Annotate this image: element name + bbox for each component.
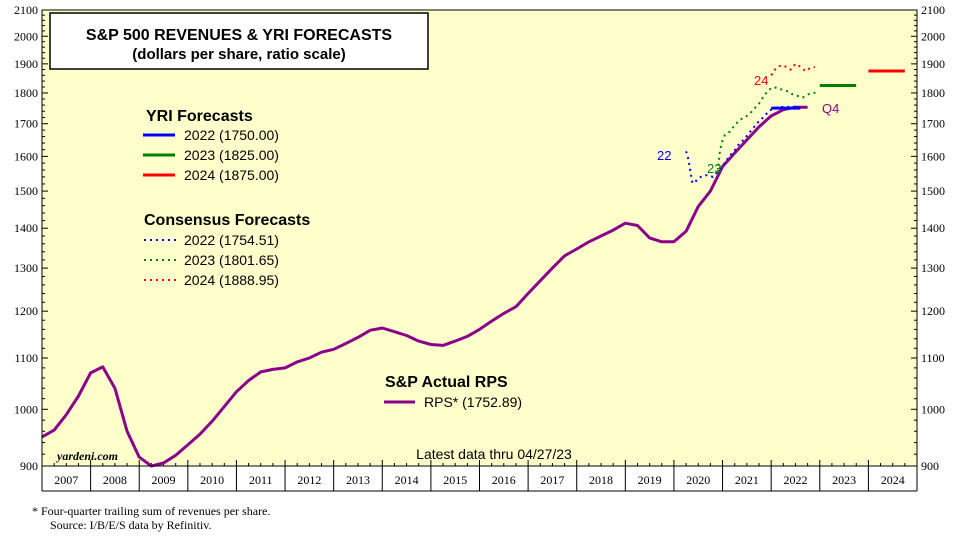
x-tick-label: 2019	[638, 473, 662, 487]
legend-consensus-2024-label: 2024 (1888.95)	[184, 272, 279, 288]
x-tick-label: 2011	[249, 473, 273, 487]
y-tick-label-right: 1100	[921, 351, 945, 365]
x-tick-label: 2013	[346, 473, 370, 487]
y-tick-label-left: 1300	[14, 261, 38, 275]
y-tick-label-right: 1800	[921, 86, 945, 100]
x-tick-label: 2012	[297, 473, 321, 487]
latest-data-note: Latest data thru 04/27/23	[416, 446, 572, 462]
legend-actual: S&P Actual RPS RPS* (1752.89)	[384, 374, 522, 410]
x-tick-label: 2007	[54, 473, 78, 487]
x-tick-label: 2016	[492, 473, 516, 487]
legend-yri-2023-label: 2023 (1825.00)	[184, 147, 279, 163]
y-tick-label-right: 2000	[921, 29, 945, 43]
x-axis: 2007 2008 2009 2010 2011 2012 2013 2014 2015 2016…	[41, 460, 918, 492]
footnote-source: Source: I/B/E/S data by Refinitiv.	[50, 518, 212, 532]
consensus-2024-tag: 24	[754, 73, 768, 88]
yardeni-watermark: yardeni.com	[55, 449, 118, 463]
y-tick-label-left: 1000	[14, 402, 38, 416]
y-tick-label-left: 1400	[14, 221, 38, 235]
chart-subtitle: (dollars per share, ratio scale)	[132, 46, 345, 63]
y-tick-label-left: 1500	[14, 184, 38, 198]
x-tick-label: 2010	[200, 473, 224, 487]
x-tick-label: 2009	[152, 473, 176, 487]
y-tick-label-right: 1300	[921, 261, 945, 275]
y-tick-label-right: 1400	[921, 221, 945, 235]
x-tick-label: 2014	[395, 473, 419, 487]
legend-yri: YRI Forecasts 2022 (1750.00) 2023 (1825.…	[143, 108, 279, 183]
legend-yri-title: YRI Forecasts	[146, 108, 253, 125]
footnote-definition: * Four-quarter trailing sum of revenues …	[32, 504, 271, 518]
x-tick-label: 2008	[103, 473, 127, 487]
series-rps-	[41, 105, 808, 468]
x-tick-label: 2023	[832, 473, 856, 487]
q4-label: Q4	[822, 101, 839, 116]
y-tick-label-left: 2100	[14, 3, 38, 17]
y-tick-label-right: 900	[921, 459, 939, 473]
legend-consensus: Consensus Forecasts 2022 (1754.51) 2023 …	[144, 212, 310, 288]
legend-consensus-2022-label: 2022 (1754.51)	[184, 232, 279, 248]
legend-yri-2024-label: 2024 (1875.00)	[184, 167, 279, 183]
legend-actual-label: RPS* (1752.89)	[424, 394, 522, 410]
legend-actual-title: S&P Actual RPS	[385, 374, 508, 391]
y-tick-label-left: 1600	[14, 149, 38, 163]
y-tick-label-right: 1000	[921, 402, 945, 416]
x-tick-label: 2024	[881, 473, 905, 487]
y-tick-label-right: 1600	[921, 149, 945, 163]
consensus-2022-tag: 22	[657, 148, 671, 163]
y-tick-label-left: 1900	[14, 57, 38, 71]
title-box: S&P 500 REVENUES & YRI FORECASTS (dollar…	[49, 12, 429, 70]
x-tick-label: 2022	[783, 473, 807, 487]
consensus-2023-tag: 23	[707, 161, 721, 176]
plot-area	[42, 10, 917, 466]
y-axis-left: 900 1000 1100 1200 1300 1400 1500 1600 1700 1800 1…	[14, 3, 48, 473]
y-tick-label-left: 1100	[14, 351, 38, 365]
y-tick-label-left: 1200	[14, 304, 38, 318]
x-tick-label: 2017	[540, 473, 564, 487]
plot-frame	[41, 9, 918, 467]
y-tick-label-left: 1800	[14, 86, 38, 100]
y-tick-label-right: 2100	[921, 3, 945, 17]
y-tick-label-left: 2000	[14, 29, 38, 43]
y-tick-label-left: 1700	[14, 117, 38, 131]
chart-title: S&P 500 REVENUES & YRI FORECASTS	[86, 27, 392, 44]
x-tick-label: 2018	[589, 473, 613, 487]
y-tick-label-right: 1900	[921, 57, 945, 71]
y-tick-label-right: 1500	[921, 184, 945, 198]
y-tick-label-left: 900	[20, 459, 38, 473]
x-tick-label: 2015	[443, 473, 467, 487]
legend-yri-2022-label: 2022 (1750.00)	[184, 127, 279, 143]
x-tick-label: 2021	[735, 473, 759, 487]
x-tick-label: 2020	[686, 473, 710, 487]
legend-consensus-2023-label: 2023 (1801.65)	[184, 252, 279, 268]
series-layer	[41, 62, 905, 468]
series-consensus-2022	[685, 105, 798, 185]
y-tick-label-right: 1200	[921, 304, 945, 318]
legend-consensus-title: Consensus Forecasts	[144, 212, 310, 229]
y-tick-label-right: 1700	[921, 117, 945, 131]
